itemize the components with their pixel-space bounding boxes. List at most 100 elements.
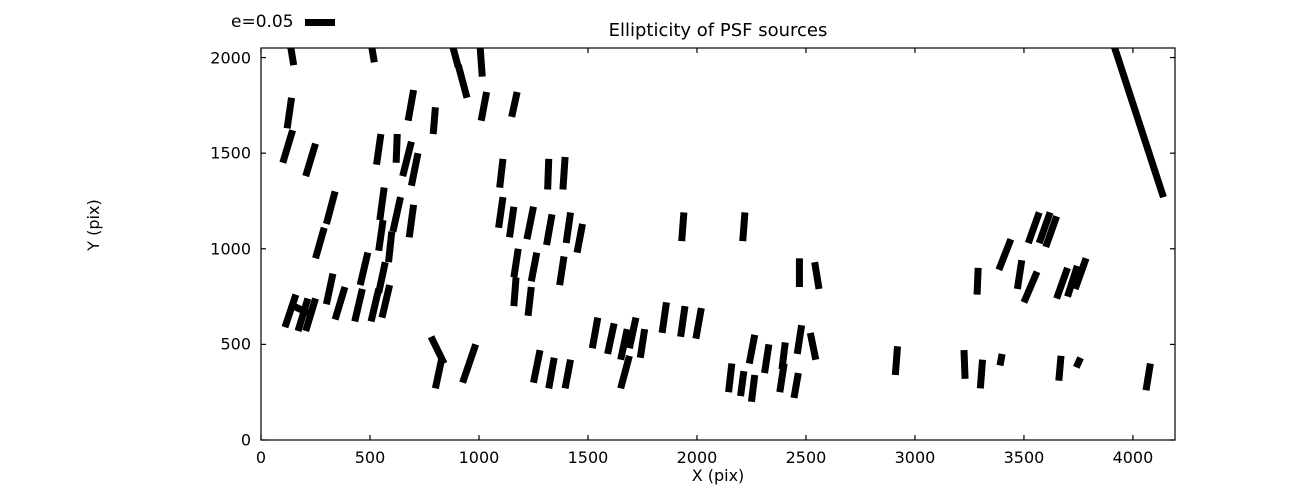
x-tick-label: 2000 xyxy=(676,448,718,467)
whisker-segment xyxy=(404,89,418,122)
whisker-segment xyxy=(747,374,759,403)
whisker-segment xyxy=(790,372,802,399)
whisker-segment xyxy=(806,332,820,361)
whisker-segment xyxy=(1111,48,1167,199)
whisker-segment xyxy=(556,255,568,286)
page-title: Ellipticity of PSF sources xyxy=(608,20,828,41)
whisker-segment xyxy=(636,328,649,359)
y-tick-label: 0 xyxy=(240,430,251,450)
whisker-segment xyxy=(281,293,300,329)
whisker-segment xyxy=(678,212,688,242)
plot-background xyxy=(261,48,1175,440)
legend-key-bar-icon xyxy=(304,19,335,26)
whisker-segment xyxy=(287,48,298,66)
whisker-segment xyxy=(739,212,749,242)
whisker-segment xyxy=(604,322,618,355)
whisker-segment xyxy=(996,353,1006,367)
y-axis-label: Y (pix) xyxy=(84,199,103,251)
whisker-segment xyxy=(1142,362,1154,391)
whisker-segment xyxy=(429,106,439,135)
whisker-segment xyxy=(1020,270,1041,304)
whisker-segment xyxy=(1035,211,1054,245)
whisker-segment xyxy=(617,328,631,361)
y-tick-label: 1500 xyxy=(210,143,251,163)
whisker-segment xyxy=(761,343,773,374)
x-tick-label: 500 xyxy=(354,448,386,467)
whisker-segment xyxy=(1053,266,1071,300)
whisker-segment xyxy=(385,231,396,263)
whisker-segment xyxy=(389,196,404,233)
whisker-segment xyxy=(559,156,569,190)
legend-label: e=0.05 xyxy=(231,12,294,32)
x-axis-label: X (pix) xyxy=(691,466,745,485)
whisker-segment xyxy=(367,288,383,323)
whisker-segment xyxy=(294,297,312,333)
whisker-segment xyxy=(283,97,295,129)
y-tick-label: 500 xyxy=(220,334,251,354)
whisker-segment xyxy=(399,140,415,177)
whisker-segment xyxy=(973,267,982,295)
whisker-segment xyxy=(312,226,328,260)
x-tick-label: 2500 xyxy=(785,448,827,467)
whisker-segment xyxy=(692,307,705,340)
whisker-segment xyxy=(677,305,689,338)
y-tick-label: 1000 xyxy=(210,239,251,259)
whisker-segment xyxy=(376,187,388,221)
whisker-segment xyxy=(375,261,389,294)
whisker-segment xyxy=(1042,215,1060,249)
whisker-segment xyxy=(302,142,319,178)
whisker-segment xyxy=(960,349,969,379)
whisker-segment xyxy=(588,317,602,349)
whisker-segment xyxy=(617,354,633,390)
whisker-segment xyxy=(373,133,385,166)
whisker-segment xyxy=(544,158,553,190)
whisker-segment xyxy=(1055,355,1065,382)
y-tick-label: 2000 xyxy=(210,48,251,68)
x-tick-label: 4000 xyxy=(1112,448,1154,467)
whisker-segment xyxy=(811,261,823,290)
whisker-segment xyxy=(793,324,806,355)
whisker-segment xyxy=(1073,356,1084,369)
whisker-segment xyxy=(495,196,507,229)
x-tick-label: 0 xyxy=(255,448,267,467)
whisker-segment xyxy=(995,237,1015,272)
whisker-segment xyxy=(625,316,640,349)
whisker-segment xyxy=(302,297,319,333)
whisker-segment xyxy=(405,204,418,238)
whisker-segment xyxy=(737,370,748,397)
whisker-segment xyxy=(508,91,521,118)
axes-spines xyxy=(260,47,1176,441)
whisker-segment xyxy=(776,362,788,393)
whisker-segment xyxy=(331,286,349,321)
whisker-segment xyxy=(476,48,486,77)
whisker-segment xyxy=(459,343,480,384)
whisker-segment xyxy=(725,363,736,393)
whisker-segment xyxy=(1071,257,1090,291)
whisker-segment xyxy=(573,223,586,254)
whisker-segment xyxy=(351,288,366,323)
whisker-segment xyxy=(323,190,339,225)
whisker-segment xyxy=(1025,211,1043,245)
whisker-segment xyxy=(658,301,670,334)
whisker-series xyxy=(279,48,1167,403)
whisker-segment xyxy=(527,251,541,282)
whisker-segment xyxy=(279,129,296,164)
legend: e=0.05 xyxy=(231,14,335,31)
whisker-segment xyxy=(407,152,422,187)
whisker-segment xyxy=(891,346,901,376)
whisker-segment xyxy=(976,359,987,389)
whisker-segment xyxy=(510,277,520,307)
whisker-segment xyxy=(477,91,491,122)
whisker-segment xyxy=(431,357,446,390)
whisker-segment xyxy=(545,357,558,389)
x-tick-label: 1000 xyxy=(458,448,500,467)
whisker-segment xyxy=(375,219,387,252)
whisker-segment xyxy=(449,48,462,69)
whisker-segment xyxy=(1013,259,1026,290)
whisker-segment xyxy=(562,211,574,244)
x-tick-label: 1500 xyxy=(567,448,609,467)
whisker-segment xyxy=(356,251,372,286)
x-tick-label: 3000 xyxy=(894,448,936,467)
